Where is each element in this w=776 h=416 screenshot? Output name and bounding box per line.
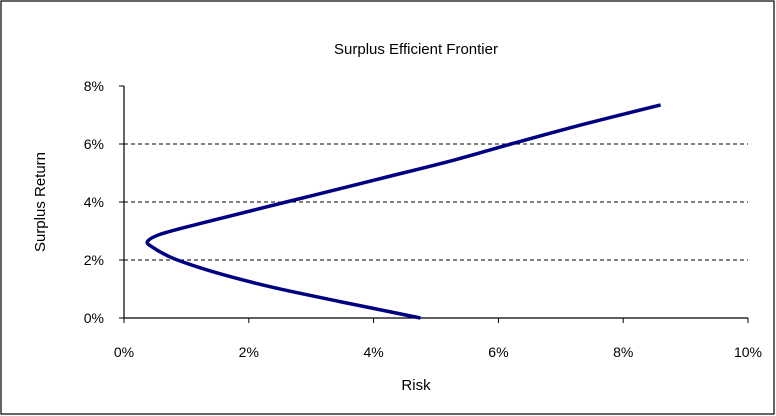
x-tick-label: 2%: [239, 344, 259, 360]
axes: [119, 85, 749, 323]
x-tick-label: 8%: [613, 344, 633, 360]
y-axis-label: Surplus Return: [32, 152, 49, 252]
y-tick-label: 0%: [84, 310, 104, 326]
y-tick-label: 4%: [84, 194, 104, 210]
x-axis-label: Risk: [401, 377, 431, 394]
y-tick-label: 2%: [84, 252, 104, 268]
x-tick-label: 4%: [363, 344, 383, 360]
series-line: [145, 103, 662, 320]
series-layer: [145, 103, 662, 320]
x-tick-labels: 0% 2% 4% 6% 8% 10%: [114, 344, 762, 360]
x-tick-label: 10%: [734, 344, 762, 360]
y-tick-labels: 0% 2% 4% 6% 8%: [84, 78, 104, 326]
chart-title: Surplus Efficient Frontier: [334, 41, 498, 58]
gridlines: [124, 143, 748, 261]
y-tick-label: 6%: [84, 136, 104, 152]
x-tick-label: 0%: [114, 344, 134, 360]
x-tick-label: 6%: [488, 344, 508, 360]
y-tick-label: 8%: [84, 78, 104, 94]
